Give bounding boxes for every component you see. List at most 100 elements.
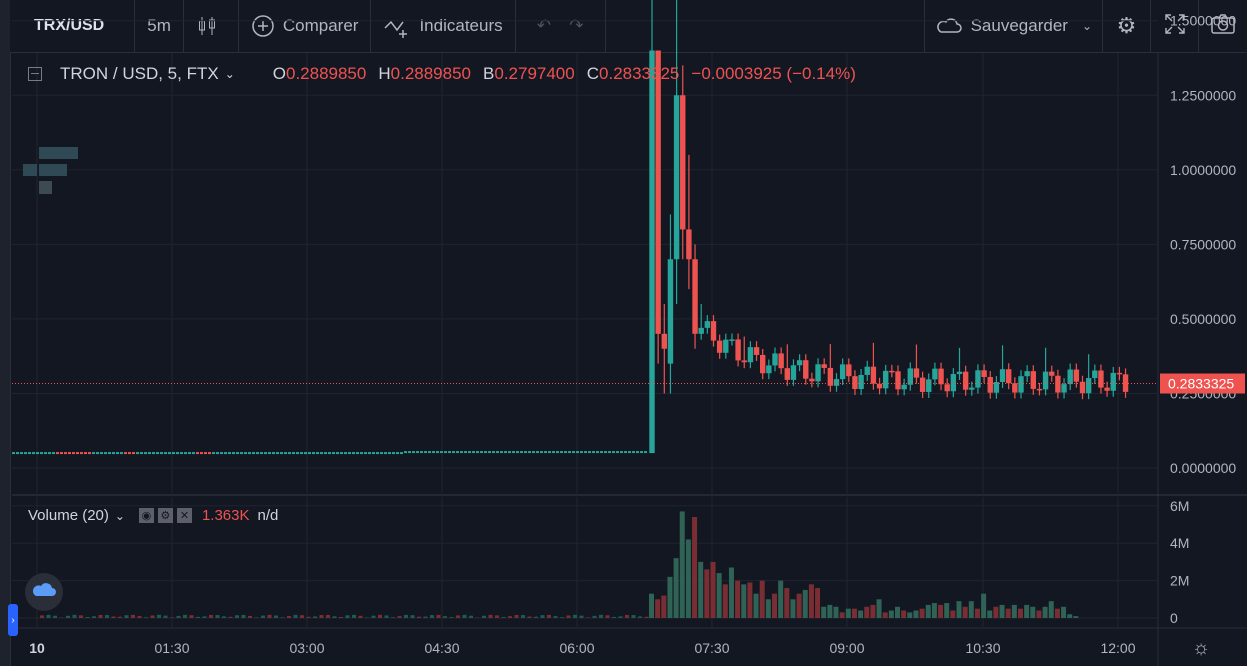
candle-body	[661, 333, 667, 349]
candle-body	[1079, 381, 1086, 394]
volume-na: n/d	[257, 507, 279, 524]
volume-bar	[53, 615, 57, 618]
gear-icon[interactable]: ⚙	[157, 508, 173, 523]
high-label: H	[378, 64, 391, 83]
candle-body	[1006, 369, 1012, 384]
candle-body	[907, 368, 913, 385]
volume-bar	[306, 616, 311, 618]
volume-bar	[521, 615, 525, 618]
volume-bar	[815, 588, 821, 618]
candle-body	[667, 259, 674, 364]
volume-bar	[137, 616, 142, 618]
series-legend: TRON / USD, 5, FTX ⌄ O 0.2889850 H 0.288…	[28, 64, 868, 84]
candle-body	[870, 366, 877, 384]
volume-bar	[287, 615, 291, 618]
close-label: C	[586, 64, 600, 83]
chevron-down-icon[interactable]: ⌄	[114, 508, 125, 523]
volume-bar	[716, 573, 722, 618]
volume-bar	[667, 576, 673, 618]
volume-bar	[753, 593, 759, 618]
price-tick-label: 0.0000000	[1170, 460, 1236, 476]
volume-bar	[618, 616, 623, 618]
chevron-down-icon[interactable]: ⌄	[224, 67, 235, 81]
volume-bar	[170, 617, 174, 618]
volume-bar	[692, 517, 698, 618]
price-tick-label: 1.5000000	[1170, 13, 1236, 29]
volume-bar	[423, 616, 428, 618]
volume-bar	[404, 614, 408, 618]
candle-body	[704, 321, 711, 328]
candle-body	[766, 365, 772, 374]
volume-bar	[644, 616, 649, 618]
expand-sidebar-handle[interactable]: ›	[8, 604, 18, 636]
volume-bar	[228, 616, 233, 618]
volume-bar	[222, 616, 226, 618]
volume-bar	[430, 615, 434, 618]
volume-bar	[1030, 606, 1036, 618]
series-title[interactable]: TRON / USD, 5, FTX	[60, 64, 219, 83]
chart-frame	[10, 0, 1247, 666]
candle-body	[889, 370, 895, 373]
time-tick-label: 10:30	[965, 640, 1000, 656]
close-icon[interactable]: ✕	[176, 508, 192, 523]
candle-body	[1098, 370, 1104, 388]
candle-body	[962, 371, 969, 390]
volume-bar	[111, 616, 116, 618]
volume-bar	[66, 615, 70, 618]
volume-tick-label: 2M	[1170, 573, 1189, 589]
volume-bar	[72, 614, 77, 618]
volume-bar	[118, 616, 122, 618]
change-value: −0.0003925 (−0.14%)	[691, 64, 856, 83]
volume-bar	[833, 606, 839, 618]
symbol-search-button[interactable]: TRX/USD	[10, 0, 136, 52]
time-tick-label: 03:00	[289, 640, 324, 656]
marker-block	[23, 164, 37, 176]
volume-bar	[741, 584, 747, 618]
volume-bar	[625, 614, 629, 618]
volume-bar	[443, 616, 447, 618]
volume-bar	[547, 614, 551, 618]
volume-bar	[85, 617, 90, 618]
volume-bar	[1005, 608, 1011, 618]
volume-legend: Volume (20) ⌄ ◉ ⚙ ✕ 1.363K n/d	[28, 507, 278, 524]
volume-tick-label: 0	[1170, 610, 1178, 626]
time-tick-label: 12:00	[1100, 640, 1135, 656]
collapse-legend-icon[interactable]	[28, 67, 42, 81]
volume-bar	[124, 615, 129, 618]
volume-bar	[410, 615, 415, 618]
fullscreen-button[interactable]	[1151, 0, 1199, 52]
volume-bar	[462, 614, 467, 618]
candle-body	[716, 340, 723, 353]
snapshot-button[interactable]	[1199, 0, 1247, 52]
marker-block	[39, 164, 67, 176]
volume-bar	[482, 615, 486, 618]
volume-bar	[962, 606, 968, 618]
volume-bar	[131, 614, 135, 618]
volume-bar	[495, 615, 499, 618]
volume-bar	[527, 616, 532, 618]
candle-body	[846, 364, 852, 377]
volume-bar	[261, 615, 265, 618]
candle-body	[729, 339, 735, 341]
volume-bar	[999, 604, 1005, 618]
volume-bar	[679, 511, 685, 618]
volume-bar	[488, 614, 493, 618]
tradingview-logo-button[interactable]	[25, 573, 63, 611]
volume-bar	[864, 606, 870, 618]
volume-bar	[1036, 610, 1042, 618]
candle-body	[944, 384, 950, 392]
volume-value: 1.363K	[201, 507, 250, 524]
volume-bar	[1054, 608, 1060, 618]
settings-button[interactable]: ⚙	[1103, 0, 1151, 52]
volume-title[interactable]: Volume (20)	[28, 507, 109, 524]
volume-bar	[417, 616, 421, 618]
volume-bar	[469, 615, 473, 618]
volume-bar	[790, 599, 796, 618]
candle-body	[1049, 371, 1055, 376]
volume-bar	[704, 569, 710, 618]
volume-bar	[293, 614, 298, 618]
candle-body	[723, 339, 729, 353]
candle-body	[778, 353, 784, 369]
eye-icon[interactable]: ◉	[138, 508, 154, 523]
